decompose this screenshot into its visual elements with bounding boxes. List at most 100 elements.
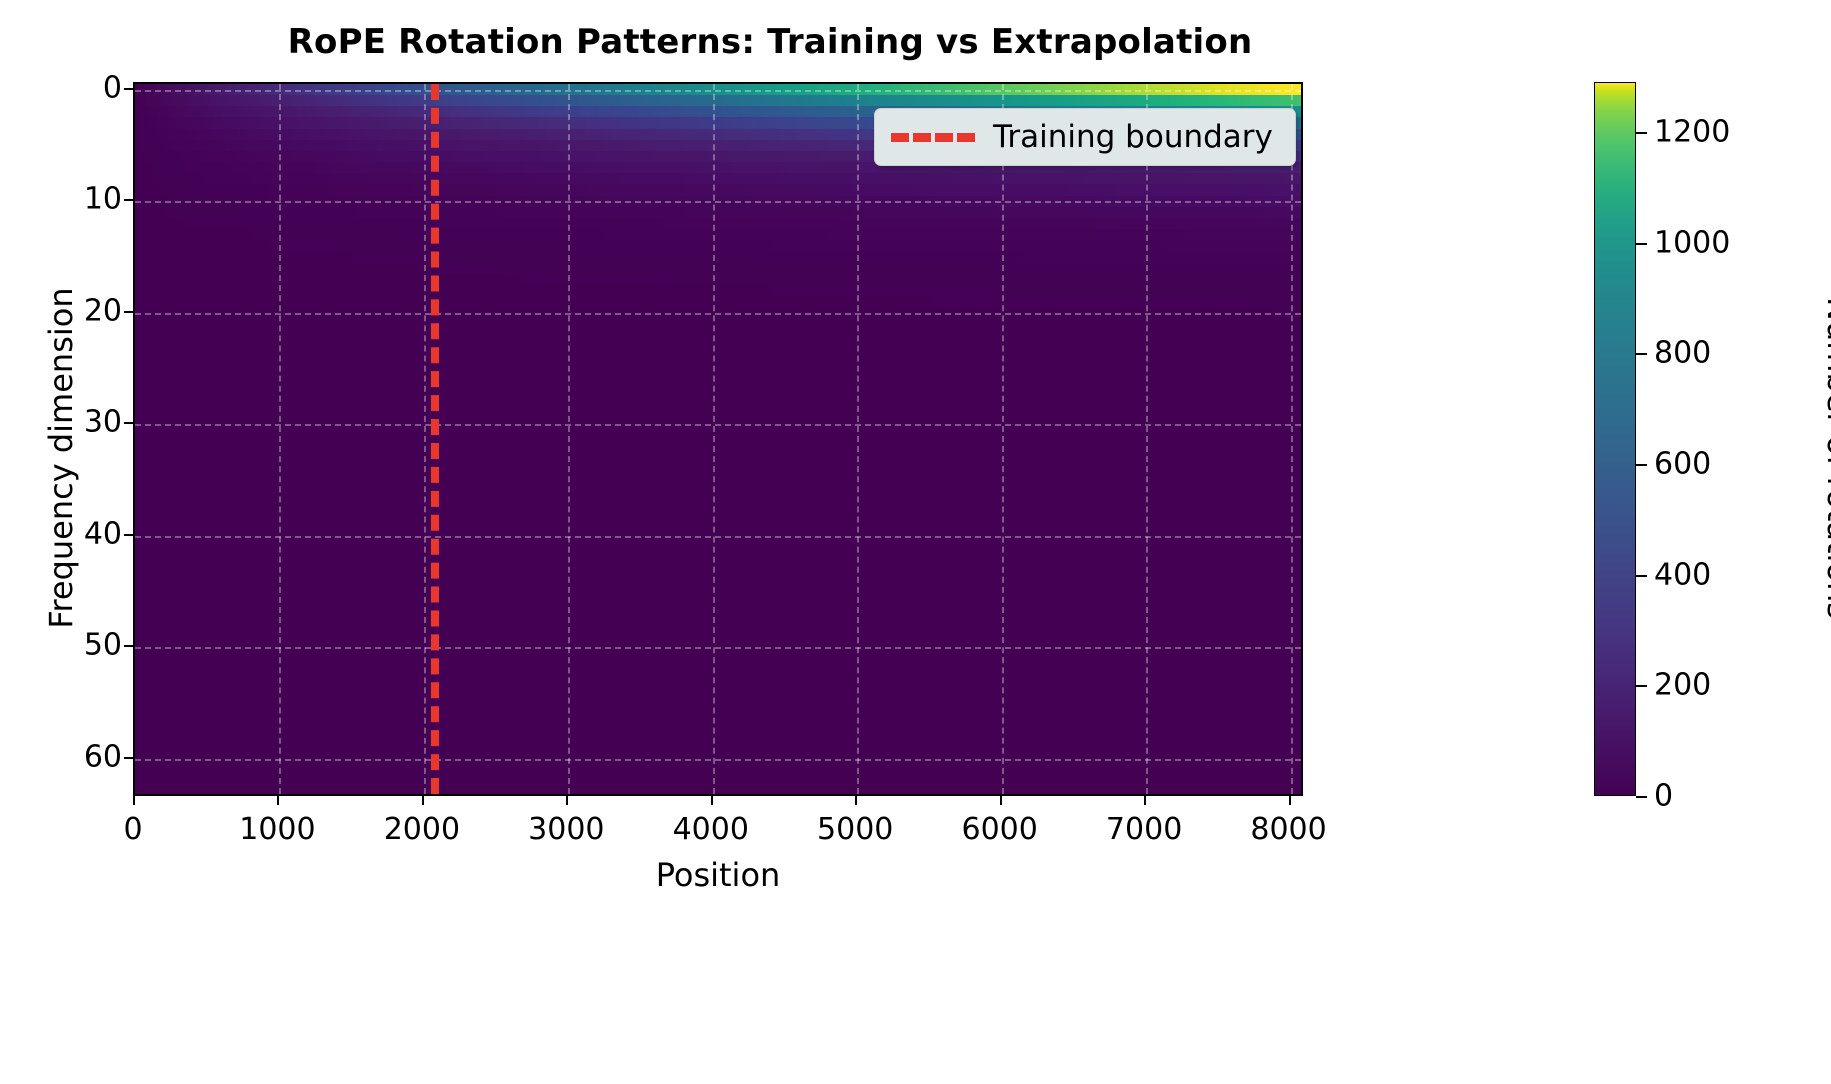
gridline-vertical [1290, 84, 1293, 794]
heatmap-row [135, 496, 1301, 509]
x-tick-label: 8000 [1250, 812, 1327, 847]
heatmap-row [135, 452, 1301, 465]
heatmap-row [135, 240, 1301, 253]
colorbar-tick-mark [1636, 574, 1647, 577]
heatmap-row [135, 206, 1301, 219]
x-tick-label: 0 [123, 812, 143, 847]
x-tick-mark [855, 796, 858, 805]
heatmap-row [135, 173, 1301, 186]
colorbar-tick-label: 1000 [1654, 225, 1731, 260]
x-tick-label: 2000 [383, 812, 461, 847]
legend-line-swatch [891, 132, 975, 142]
heatmap-row [135, 485, 1301, 498]
gridline-horizontal [135, 312, 1301, 315]
y-tick-mark [124, 199, 133, 202]
colorbar[interactable] [1594, 82, 1636, 796]
x-tick-label: 7000 [1105, 812, 1183, 847]
colorbar-label: Number of rotations [1820, 297, 1831, 619]
heatmap-row [135, 362, 1301, 375]
heatmap-row [135, 329, 1301, 342]
y-tick-label: 60 [83, 739, 122, 775]
heatmap-row [135, 262, 1301, 275]
y-tick-mark [124, 87, 133, 90]
colorbar-tick-mark [1636, 131, 1647, 134]
heatmap-row [135, 396, 1301, 409]
heatmap-row [135, 697, 1301, 710]
gridline-vertical [423, 84, 426, 794]
chart-title: RoPE Rotation Patterns: Training vs Extr… [287, 22, 1253, 62]
heatmap-row [135, 530, 1301, 543]
colorbar-tick-mark [1636, 353, 1647, 356]
x-tick-mark [710, 796, 713, 805]
heatmap-row [135, 586, 1301, 599]
x-tick-mark [566, 796, 569, 805]
heatmap-row [135, 597, 1301, 610]
heatmap-row [135, 295, 1301, 309]
heatmap-row [135, 441, 1301, 454]
training-boundary-line [430, 84, 439, 794]
gridline-horizontal [135, 647, 1301, 650]
heatmap-row [135, 463, 1301, 476]
heatmap-row [135, 273, 1301, 286]
heatmap-row [135, 652, 1301, 666]
colorbar-tick-label: 600 [1654, 446, 1712, 482]
colorbar-tick-label: 1200 [1654, 114, 1731, 150]
legend-box[interactable]: Training boundary [874, 108, 1296, 166]
gridline-vertical [1001, 84, 1004, 794]
heatmap-row [135, 418, 1301, 431]
gridline-horizontal [135, 424, 1301, 427]
colorbar-tick-label: 400 [1654, 557, 1712, 593]
heatmap-row [135, 407, 1301, 420]
gridline-vertical [712, 84, 715, 794]
heatmap-row [135, 385, 1301, 398]
y-tick-mark [124, 310, 133, 313]
gridline-vertical [568, 84, 571, 794]
heatmap-row [135, 284, 1301, 297]
heatmap-row [135, 95, 1301, 108]
heatmap-row [135, 318, 1301, 331]
heatmap-row [135, 552, 1301, 565]
gridline-horizontal [135, 89, 1301, 92]
y-tick-mark [124, 756, 133, 759]
gridline-horizontal [135, 201, 1301, 204]
heatmap-row [135, 251, 1301, 264]
colorbar-tick-mark [1636, 796, 1647, 798]
heatmap-row [135, 541, 1301, 554]
heatmap-row [135, 84, 1301, 97]
colorbar-tick-label: 200 [1654, 667, 1712, 703]
y-tick-mark [124, 533, 133, 536]
heatmap-row [135, 775, 1301, 788]
gridline-vertical [279, 84, 282, 794]
y-tick-mark [124, 422, 133, 425]
heatmap-row [135, 217, 1301, 230]
heatmap-plot-area[interactable] [133, 82, 1303, 796]
gridline-horizontal [135, 535, 1301, 538]
colorbar-tick-mark [1636, 463, 1647, 466]
heatmap-row [135, 686, 1301, 699]
heatmap-row [135, 351, 1301, 364]
colorbar-tick-mark [1636, 242, 1647, 245]
x-tick-mark [1144, 796, 1147, 805]
heatmap-row [135, 507, 1301, 520]
gridline-horizontal [135, 758, 1301, 761]
heatmap-row [135, 753, 1301, 766]
y-tick-label: 20 [83, 293, 122, 329]
x-tick-label: 3000 [528, 812, 605, 847]
y-tick-label: 50 [83, 627, 122, 663]
heatmap-row [135, 641, 1301, 654]
y-tick-label: 30 [83, 404, 122, 440]
heatmap-row [135, 340, 1301, 353]
colorbar-tick-label: 0 [1654, 778, 1674, 814]
heatmap-row [135, 195, 1301, 208]
heatmap-row [135, 429, 1301, 442]
gridline-vertical [857, 84, 860, 794]
heatmap-row [135, 474, 1301, 487]
heatmap-row [135, 764, 1301, 777]
heatmap-row [135, 664, 1301, 677]
heatmap-row [135, 374, 1301, 387]
x-axis-label: Position [655, 856, 781, 894]
x-tick-mark [421, 796, 424, 805]
heatmap-row [135, 731, 1301, 744]
y-axis-label: Frequency dimension [42, 287, 80, 629]
